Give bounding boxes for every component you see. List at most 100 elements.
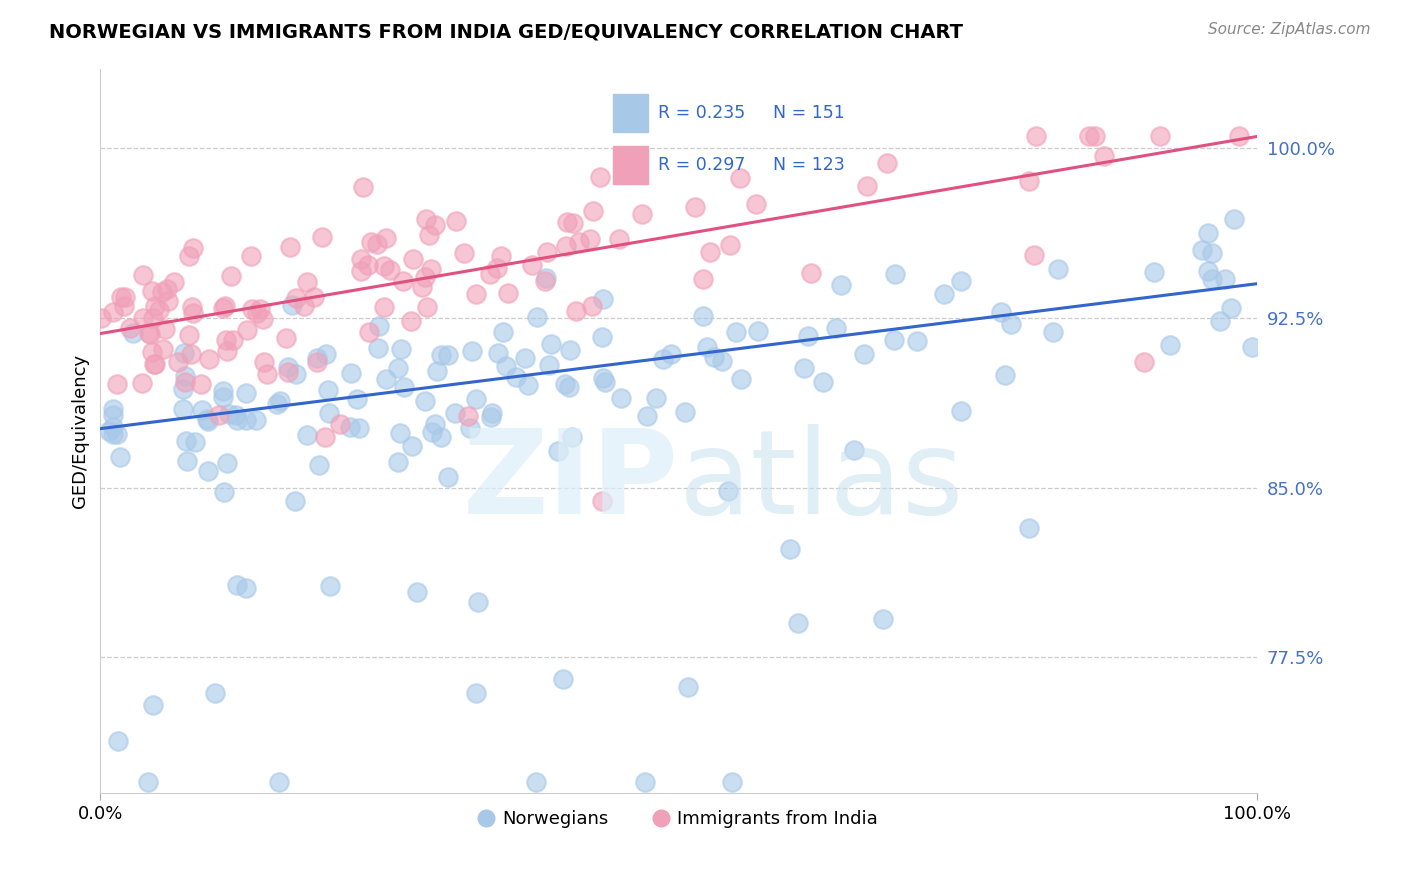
Point <box>520 258 543 272</box>
Point <box>1133 354 1156 368</box>
Point <box>180 347 202 361</box>
Point <box>284 367 307 381</box>
Point <box>329 417 352 431</box>
Point <box>389 425 412 440</box>
Point <box>607 232 630 246</box>
Point <box>143 300 166 314</box>
Point <box>252 312 274 326</box>
Point <box>437 469 460 483</box>
Point <box>142 311 165 326</box>
Point <box>277 359 299 374</box>
Point <box>949 274 972 288</box>
Point <box>830 277 852 292</box>
Point <box>534 271 557 285</box>
Point <box>174 434 197 448</box>
Point <box>853 347 876 361</box>
Point <box>375 231 398 245</box>
Point <box>167 355 190 369</box>
Point <box>730 372 752 386</box>
Point <box>157 293 180 308</box>
Point <box>373 259 395 273</box>
Point <box>266 397 288 411</box>
Point <box>505 370 527 384</box>
Point <box>107 734 129 748</box>
Point <box>564 304 586 318</box>
Point <box>437 348 460 362</box>
Point <box>278 240 301 254</box>
Point <box>315 347 337 361</box>
Point <box>183 241 205 255</box>
Point <box>1149 129 1171 144</box>
Point <box>467 595 489 609</box>
Point <box>1094 148 1116 162</box>
Point <box>1042 326 1064 340</box>
Point <box>319 579 342 593</box>
Point <box>143 357 166 371</box>
Point <box>800 266 823 280</box>
Point <box>636 409 658 423</box>
Point <box>150 285 173 299</box>
Point <box>402 252 425 266</box>
Point <box>533 275 555 289</box>
Point <box>350 264 373 278</box>
Point <box>359 325 381 339</box>
Point <box>425 417 447 431</box>
Point <box>101 427 124 442</box>
Point <box>378 262 401 277</box>
Point <box>536 244 558 259</box>
Point <box>949 404 972 418</box>
Point <box>793 360 815 375</box>
Point <box>1213 271 1236 285</box>
Point <box>98 424 121 438</box>
Point <box>1209 313 1232 327</box>
Point <box>568 235 591 250</box>
Point <box>787 616 810 631</box>
Point <box>990 304 1012 318</box>
Point <box>1201 246 1223 260</box>
Point <box>253 355 276 369</box>
Point <box>142 698 165 712</box>
Point <box>389 342 412 356</box>
Point <box>131 376 153 390</box>
Point <box>537 358 560 372</box>
Point <box>495 359 517 373</box>
Point <box>346 392 368 406</box>
Point <box>842 443 865 458</box>
Point <box>692 309 714 323</box>
Point <box>174 368 197 383</box>
Point <box>184 435 207 450</box>
Point <box>589 169 612 184</box>
Point <box>110 290 132 304</box>
Point <box>1198 263 1220 277</box>
Point <box>453 245 475 260</box>
Point <box>797 328 820 343</box>
Point <box>367 318 389 333</box>
Point <box>215 456 238 470</box>
Point <box>212 384 235 398</box>
Point <box>235 386 257 401</box>
Point <box>591 330 613 344</box>
Point <box>277 365 299 379</box>
Point <box>101 402 124 417</box>
Point <box>411 279 433 293</box>
Point <box>103 408 125 422</box>
Point <box>579 232 602 246</box>
Point <box>492 325 515 339</box>
Point <box>1078 129 1101 144</box>
Point <box>399 314 422 328</box>
Point <box>1018 174 1040 188</box>
Point <box>141 284 163 298</box>
Point <box>308 458 330 472</box>
Point <box>728 170 751 185</box>
Point <box>103 305 125 319</box>
Point <box>718 238 741 252</box>
Point <box>141 345 163 359</box>
Point <box>1223 212 1246 227</box>
Point <box>876 156 898 170</box>
Legend: Norwegians, Immigrants from India: Norwegians, Immigrants from India <box>472 803 886 835</box>
Point <box>486 345 509 359</box>
Point <box>485 260 508 275</box>
Point <box>114 290 136 304</box>
Point <box>318 406 340 420</box>
Point <box>644 391 666 405</box>
